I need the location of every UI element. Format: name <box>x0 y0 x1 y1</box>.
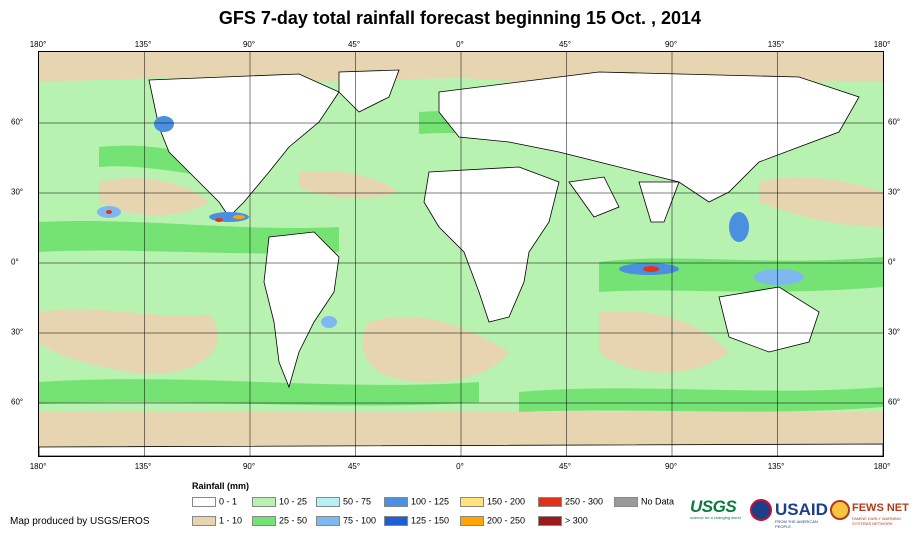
graticule <box>39 52 883 456</box>
legend-swatch <box>192 515 216 526</box>
map-credit: Map produced by USGS/EROS <box>10 516 150 527</box>
usgs-logo-tagline: science for a changing world <box>690 515 741 520</box>
legend-label: 75 - 100 <box>343 515 377 526</box>
usaid-logo-text: USAID <box>775 500 828 519</box>
legend-swatch <box>614 496 638 507</box>
legend-label: 100 - 125 <box>411 496 450 507</box>
extreme-rain-areas <box>106 210 659 272</box>
lon-tick-bottom: 0° <box>456 462 464 471</box>
lon-tick-top: 45° <box>347 40 361 49</box>
legend-item: 75 - 100 <box>316 515 376 527</box>
lon-tick-bottom: 90° <box>664 462 678 471</box>
legend-item: 200 - 250 <box>460 515 525 527</box>
legend-swatch <box>384 515 408 526</box>
legend-swatch <box>538 515 562 526</box>
lat-tick-left: 30° <box>11 327 24 337</box>
lon-tick-bottom: 135° <box>134 462 152 471</box>
lat-tick-right: 30° <box>888 187 901 197</box>
fewsnet-logo-tagline: FAMINE EARLY WARNING SYSTEMS NETWORK <box>852 516 902 526</box>
lon-tick-bottom: 45° <box>558 462 572 471</box>
legend-swatch <box>460 496 484 507</box>
legend-swatch <box>316 496 340 507</box>
lat-tick-right: 30° <box>888 327 901 337</box>
legend-item: 100 - 125 <box>384 496 449 508</box>
lat-tick-left: 30° <box>11 187 24 197</box>
legend-label: 50 - 75 <box>343 496 372 507</box>
usaid-logo-tagline: FROM THE AMERICAN PEOPLE <box>775 519 818 529</box>
usgs-logo-text: USGS <box>690 497 737 516</box>
legend-swatch <box>384 496 408 507</box>
lon-tick-bottom: 45° <box>347 462 361 471</box>
lon-tick-top: 180° <box>29 40 47 49</box>
legend-item: 1 - 10 <box>192 515 242 527</box>
rainfall-map[interactable] <box>38 51 884 457</box>
legend-item: > 300 <box>538 515 588 527</box>
lat-tick-left: 60° <box>11 397 24 407</box>
usaid-logo: USAID FROM THE AMERICAN PEOPLE <box>750 497 828 529</box>
lat-tick-right: 60° <box>888 397 901 407</box>
lon-tick-top: 90° <box>664 40 678 49</box>
fewsnet-logo-text: FEWS NET <box>852 502 909 514</box>
legend-swatch <box>192 496 216 507</box>
legend-item: 125 - 150 <box>384 515 449 527</box>
lon-tick-top: 135° <box>134 40 152 49</box>
legend-item: 10 - 25 <box>252 496 307 508</box>
map-title: GFS 7-day total rainfall forecast beginn… <box>218 8 702 28</box>
heavy-rain-areas <box>97 116 804 328</box>
lat-tick-left: 0° <box>11 257 19 267</box>
legend-swatch <box>252 515 276 526</box>
legend-item: 0 - 1 <box>192 496 237 508</box>
fewsnet-logo: FEWS NET FAMINE EARLY WARNING SYSTEMS NE… <box>830 497 914 529</box>
legend-swatch <box>252 496 276 507</box>
legend-label: No Data <box>641 496 675 507</box>
legend-swatch <box>316 515 340 526</box>
legend-title: Rainfall (mm) <box>192 481 250 491</box>
legend-label: 200 - 250 <box>487 515 526 526</box>
lon-tick-top: 0° <box>456 40 464 49</box>
lon-tick-top: 180° <box>873 40 891 49</box>
lon-tick-bottom: 180° <box>29 462 47 471</box>
lat-tick-right: 0° <box>888 257 896 267</box>
legend-item: 25 - 50 <box>252 515 307 527</box>
continents <box>39 69 883 456</box>
fewsnet-seal-icon <box>830 500 850 520</box>
legend-item: 50 - 75 <box>316 496 371 508</box>
usaid-seal-icon <box>750 499 772 521</box>
lon-tick-top: 135° <box>767 40 785 49</box>
lat-tick-right: 60° <box>888 117 901 127</box>
legend-label: 10 - 25 <box>279 496 308 507</box>
legend-label: 25 - 50 <box>279 515 308 526</box>
lon-tick-bottom: 135° <box>767 462 785 471</box>
lon-tick-bottom: 180° <box>873 462 891 471</box>
legend-item: No Data <box>614 496 674 508</box>
lon-tick-top: 45° <box>558 40 572 49</box>
lat-tick-left: 60° <box>11 117 24 127</box>
legend-label: > 300 <box>565 515 588 526</box>
usgs-logo: USGS science for a changing world <box>690 497 746 529</box>
legend-swatch <box>460 515 484 526</box>
legend-item: 150 - 200 <box>460 496 525 508</box>
legend-item: 250 - 300 <box>538 496 603 508</box>
legend-label: 250 - 300 <box>565 496 604 507</box>
legend-label: 1 - 10 <box>219 515 243 526</box>
legend-label: 150 - 200 <box>487 496 526 507</box>
lon-tick-bottom: 90° <box>242 462 256 471</box>
lon-tick-top: 90° <box>242 40 256 49</box>
legend-swatch <box>538 496 562 507</box>
legend-label: 0 - 1 <box>219 496 238 507</box>
legend-label: 125 - 150 <box>411 515 450 526</box>
